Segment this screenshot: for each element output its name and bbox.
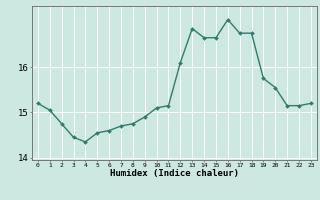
X-axis label: Humidex (Indice chaleur): Humidex (Indice chaleur) [110, 169, 239, 178]
